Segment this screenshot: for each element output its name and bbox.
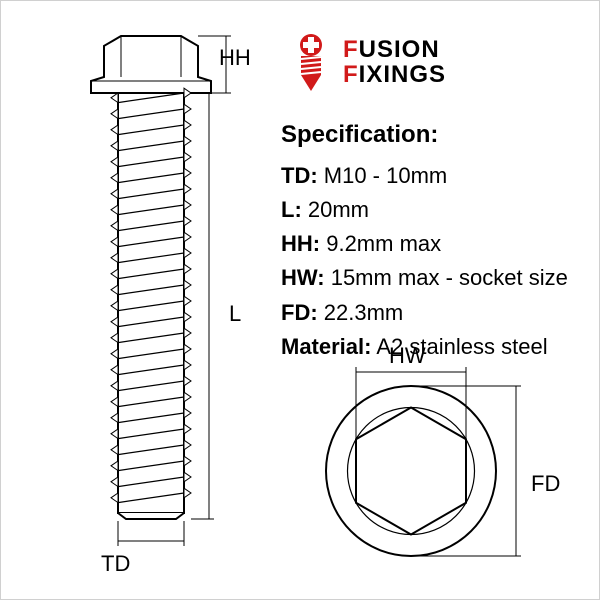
dim-label-hh: HH: [219, 45, 251, 71]
specification-block: Specification: TD: M10 - 10mmL: 20mmHH: …: [281, 116, 568, 364]
spec-heading: Specification:: [281, 116, 568, 153]
spec-row: L: 20mm: [281, 193, 568, 227]
screw-logo-icon: [281, 31, 343, 93]
spec-row: FD: 22.3mm: [281, 296, 568, 330]
spec-row: HH: 9.2mm max: [281, 227, 568, 261]
brand-logo: FUSION FIXINGS: [281, 31, 446, 93]
spec-row: HW: 15mm max - socket size: [281, 261, 568, 295]
brand-line1: FUSION: [343, 37, 446, 62]
dim-label-l: L: [229, 301, 241, 327]
bolt-top-view: [301, 341, 581, 591]
spec-row: TD: M10 - 10mm: [281, 159, 568, 193]
dim-label-td: TD: [101, 551, 130, 577]
spec-rows: TD: M10 - 10mmL: 20mmHH: 9.2mm maxHW: 15…: [281, 159, 568, 364]
dim-label-fd: FD: [531, 471, 560, 497]
page: FUSION FIXINGS Specification: TD: M10 - …: [0, 0, 600, 600]
brand-line2: FIXINGS: [343, 62, 446, 87]
brand-name: FUSION FIXINGS: [343, 37, 446, 87]
dim-label-hw: HW: [389, 343, 426, 369]
